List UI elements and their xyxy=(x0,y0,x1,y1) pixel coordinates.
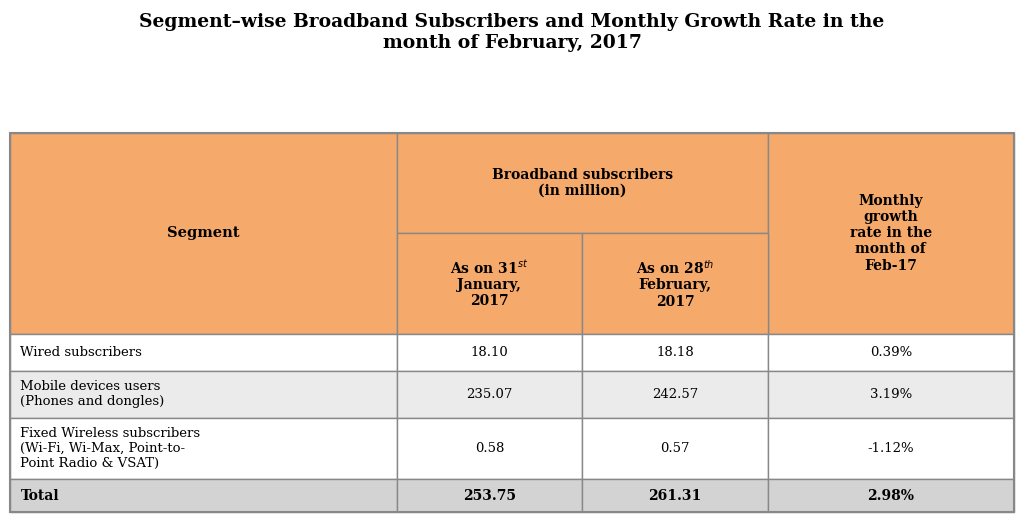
Text: Segment: Segment xyxy=(167,226,240,240)
Text: 253.75: 253.75 xyxy=(463,489,516,503)
Bar xyxy=(768,479,1014,512)
Bar xyxy=(396,334,583,371)
Bar xyxy=(10,371,396,418)
Text: 242.57: 242.57 xyxy=(652,388,698,401)
Bar xyxy=(583,418,768,479)
Text: 2.98%: 2.98% xyxy=(867,489,914,503)
Bar xyxy=(396,418,583,479)
Bar xyxy=(10,479,396,512)
Bar xyxy=(10,133,396,334)
Bar xyxy=(583,334,768,371)
Bar xyxy=(396,233,583,334)
Text: Total: Total xyxy=(20,489,59,503)
Bar xyxy=(10,334,396,371)
Bar xyxy=(583,479,768,512)
Bar xyxy=(768,371,1014,418)
Text: As on 31$^{st}$
January,
2017: As on 31$^{st}$ January, 2017 xyxy=(451,258,528,308)
Bar xyxy=(768,133,1014,334)
Text: Wired subscribers: Wired subscribers xyxy=(20,346,142,359)
Text: 18.10: 18.10 xyxy=(471,346,508,359)
Text: 0.39%: 0.39% xyxy=(869,346,912,359)
Bar xyxy=(768,334,1014,371)
Text: 235.07: 235.07 xyxy=(466,388,513,401)
Text: Monthly
growth
rate in the
month of
Feb-17: Monthly growth rate in the month of Feb-… xyxy=(850,194,932,272)
Bar xyxy=(10,418,396,479)
Bar xyxy=(396,371,583,418)
Text: 18.18: 18.18 xyxy=(656,346,694,359)
Text: 3.19%: 3.19% xyxy=(869,388,912,401)
Bar xyxy=(396,479,583,512)
Text: 0.57: 0.57 xyxy=(660,442,690,455)
Text: Segment–wise Broadband Subscribers and Monthly Growth Rate in the
month of Febru: Segment–wise Broadband Subscribers and M… xyxy=(139,13,885,52)
Text: 261.31: 261.31 xyxy=(648,489,701,503)
Text: Fixed Wireless subscribers
(Wi-Fi, Wi-Max, Point-to-
Point Radio & VSAT): Fixed Wireless subscribers (Wi-Fi, Wi-Ma… xyxy=(20,427,201,470)
Bar xyxy=(768,418,1014,479)
Bar xyxy=(583,371,768,418)
Text: -1.12%: -1.12% xyxy=(867,442,914,455)
Bar xyxy=(583,233,768,334)
Bar xyxy=(396,133,768,233)
Bar xyxy=(10,133,1014,512)
Text: Broadband subscribers
(in million): Broadband subscribers (in million) xyxy=(492,168,673,198)
Text: 0.58: 0.58 xyxy=(475,442,504,455)
Text: As on 28$^{th}$
February,
2017: As on 28$^{th}$ February, 2017 xyxy=(636,258,715,309)
Text: Mobile devices users
(Phones and dongles): Mobile devices users (Phones and dongles… xyxy=(20,381,165,408)
